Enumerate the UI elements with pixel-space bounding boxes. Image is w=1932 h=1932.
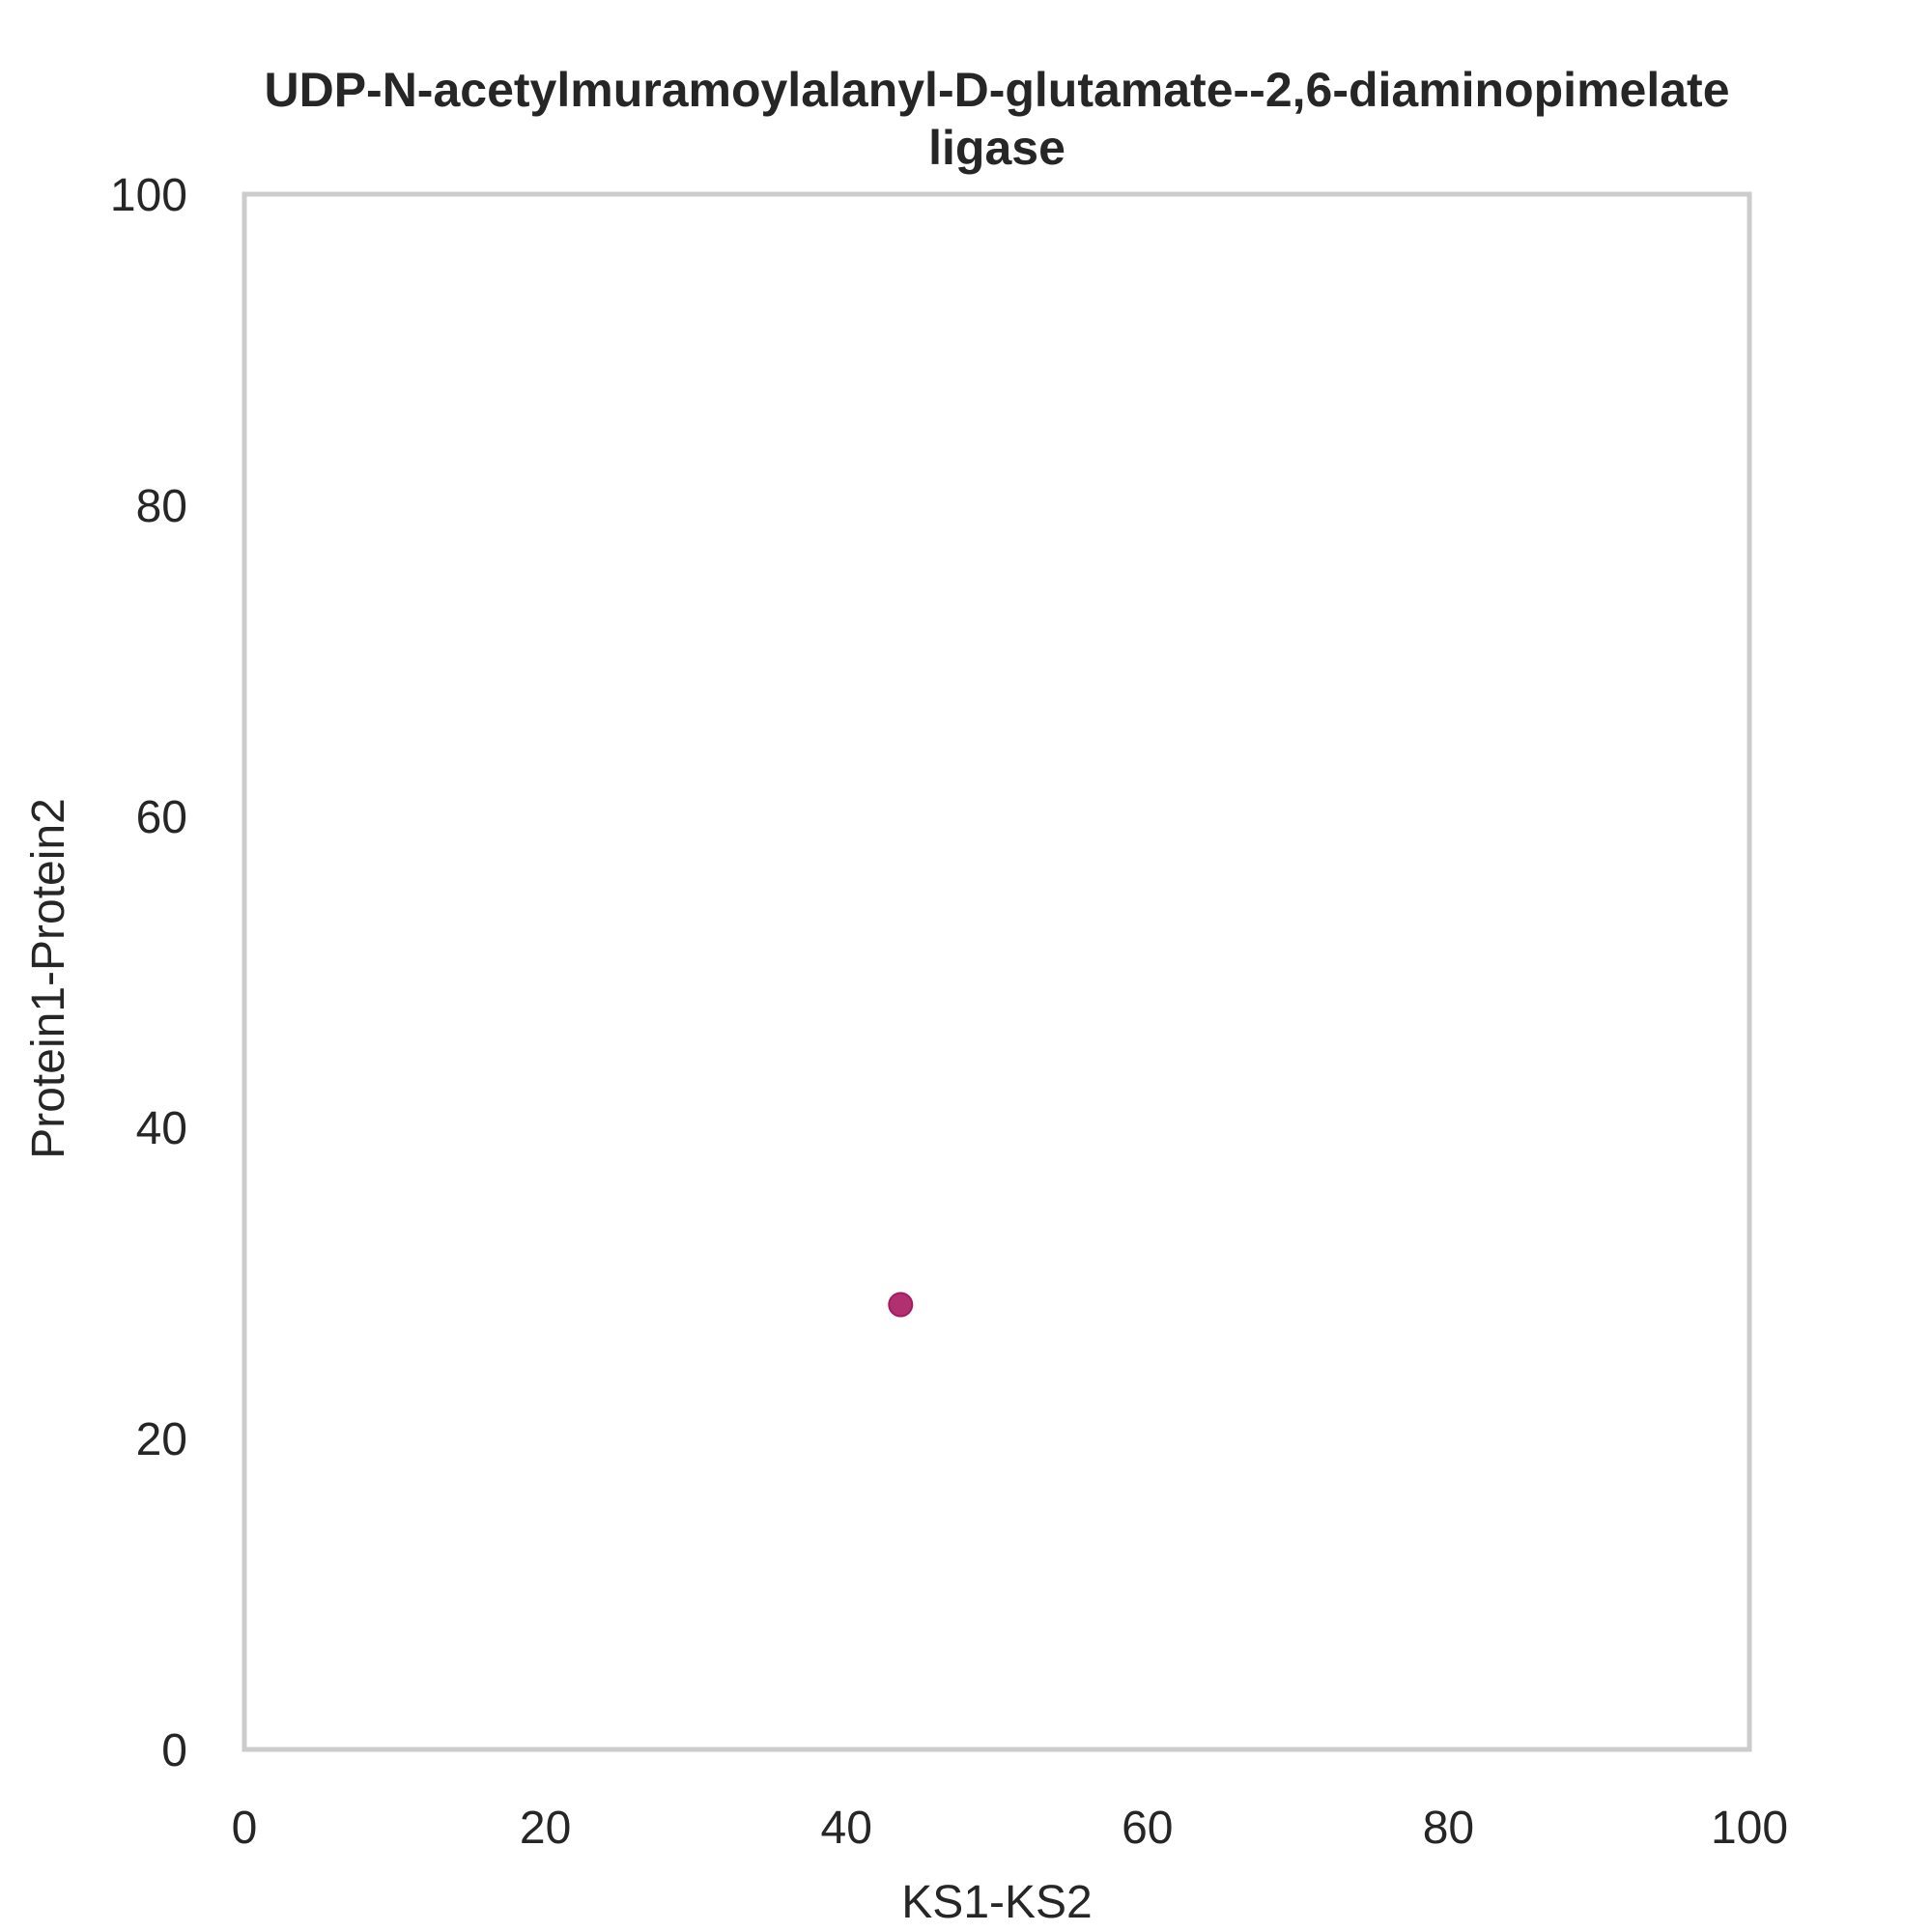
x-tick-label-1: 20 [520, 1803, 571, 1854]
x-axis-ticks: 0 20 40 60 80 100 [232, 1803, 1788, 1854]
x-tick-label-3: 60 [1122, 1803, 1173, 1854]
data-points [888, 1292, 914, 1318]
y-axis-ticks: 0 20 40 60 80 100 [110, 170, 187, 1776]
y-axis-label: Protein1-Protein2 [23, 798, 74, 1159]
plot-frame [242, 191, 1752, 1752]
data-point-0 [888, 1292, 914, 1318]
y-tick-label-1: 20 [136, 1414, 187, 1465]
title-line-2: ligase [928, 121, 1065, 175]
y-tick-label-2: 40 [136, 1103, 187, 1154]
x-tick-label-0: 0 [232, 1803, 258, 1854]
y-tick-label-5: 100 [110, 170, 187, 221]
x-tick-label-5: 100 [1711, 1803, 1788, 1854]
x-tick-label-4: 80 [1423, 1803, 1474, 1854]
y-tick-label-3: 60 [136, 792, 187, 843]
x-axis-label: KS1-KS2 [901, 1877, 1092, 1928]
y-tick-label-0: 0 [161, 1725, 187, 1776]
y-tick-label-4: 80 [136, 481, 187, 532]
title-line-1: UDP-N-acetylmuramoylalanyl-D-glutamate--… [264, 63, 1729, 117]
x-tick-label-2: 40 [821, 1803, 872, 1854]
chart-title: UDP-N-acetylmuramoylalanyl-D-glutamate--… [264, 63, 1729, 175]
